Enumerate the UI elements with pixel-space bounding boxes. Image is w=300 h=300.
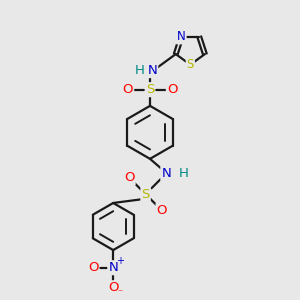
Text: H: H	[135, 64, 145, 77]
Text: O: O	[108, 281, 119, 294]
Text: O: O	[123, 83, 133, 96]
Text: +: +	[116, 256, 124, 266]
Text: H: H	[179, 167, 189, 180]
Text: ⁻: ⁻	[117, 288, 122, 298]
Text: N: N	[148, 64, 157, 77]
Text: N: N	[161, 167, 171, 180]
Text: S: S	[141, 188, 150, 201]
Text: O: O	[157, 204, 167, 217]
Text: N: N	[108, 261, 118, 274]
Text: O: O	[124, 172, 135, 184]
Text: S: S	[146, 83, 154, 96]
Text: N: N	[177, 31, 186, 44]
Text: O: O	[167, 83, 177, 96]
Text: O: O	[88, 261, 98, 274]
Text: S: S	[187, 58, 194, 71]
